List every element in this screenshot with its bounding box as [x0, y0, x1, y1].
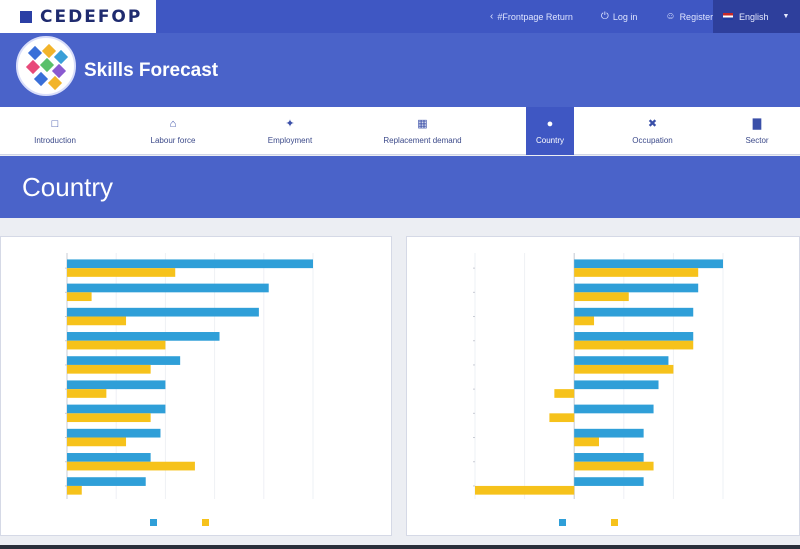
tools-icon: ✖ — [647, 118, 658, 130]
bar-series-1[interactable] — [574, 283, 699, 293]
chart-panel-right — [406, 236, 800, 536]
legend-swatch-2 — [202, 519, 209, 526]
workforce-icon: ⌂ — [169, 117, 177, 130]
bar-series-2[interactable] — [67, 485, 82, 495]
bar-series-2[interactable] — [574, 292, 629, 302]
bar-series-1[interactable] — [67, 259, 313, 269]
bar-series-1[interactable] — [574, 428, 644, 438]
cedefop-logo[interactable]: CEDEFOP — [0, 0, 156, 33]
bar-chart-left — [65, 253, 314, 526]
login-icon: ⏻ — [600, 11, 609, 22]
bar-series-2[interactable] — [67, 437, 127, 447]
bar-series-1[interactable] — [67, 283, 269, 293]
bar-series-1[interactable] — [67, 356, 181, 365]
tab-replacement-demand[interactable]: ▦ Replacement demand — [383, 118, 462, 145]
bar-chart-right — [473, 253, 724, 526]
tab-country[interactable]: ● Country — [526, 107, 574, 155]
employment-icon: ✦ — [285, 118, 295, 130]
bar-series-1[interactable] — [67, 453, 151, 462]
bar-series-2[interactable] — [549, 413, 575, 423]
legend-swatch-1 — [150, 519, 157, 526]
app-title: Skills Forecast — [84, 60, 219, 81]
top-bar: CEDEFOP ‹ #Frontpage Return ⏻ Log in ☺ R… — [0, 0, 800, 33]
bar-chart-icon: ▇ — [752, 118, 762, 130]
bar-series-1[interactable] — [67, 380, 166, 390]
bar-series-1[interactable] — [67, 307, 259, 317]
bar-series-2[interactable] — [574, 437, 599, 447]
tab-employment[interactable]: ✦ Employment — [267, 118, 313, 145]
bar-series-2[interactable] — [574, 364, 674, 374]
page-title: Country — [22, 172, 114, 202]
legend-swatch-1 — [559, 519, 566, 526]
calculator-icon: ▦ — [417, 118, 428, 130]
bar-series-2[interactable] — [574, 461, 654, 471]
language-label: English — [739, 11, 769, 22]
globe-icon: ● — [546, 117, 554, 130]
logo-square-icon — [20, 10, 32, 23]
bar-series-2[interactable] — [67, 340, 166, 350]
back-arrow-icon: ‹ — [490, 11, 494, 22]
chevron-down-icon: ▼ — [782, 13, 790, 20]
bar-series-1[interactable] — [67, 477, 146, 486]
bar-series-2[interactable] — [554, 389, 575, 398]
bar-series-1[interactable] — [574, 477, 644, 486]
bar-series-1[interactable] — [574, 380, 659, 390]
brand-band: Skills Forecast — [0, 33, 800, 107]
bar-series-2[interactable] — [67, 316, 127, 326]
legend-swatch-2 — [611, 519, 618, 526]
logo-text: CEDEFOP — [40, 6, 143, 27]
bar-series-2[interactable] — [574, 340, 694, 350]
bar-series-2[interactable] — [574, 316, 595, 326]
bottom-border — [0, 545, 800, 549]
language-selector[interactable]: English ▼ — [713, 0, 800, 33]
bar-series-1[interactable] — [574, 332, 694, 341]
user-icon: ☺ — [665, 11, 676, 22]
bar-series-1[interactable] — [574, 259, 723, 269]
bar-series-2[interactable] — [67, 461, 195, 471]
bar-series-1[interactable] — [574, 453, 644, 462]
document-icon: □ — [51, 117, 59, 130]
register-link[interactable]: ☺ Register — [665, 11, 714, 22]
bar-series-1[interactable] — [67, 428, 161, 438]
bar-series-1[interactable] — [574, 356, 669, 365]
bar-series-2[interactable] — [67, 389, 107, 398]
tab-introduction[interactable]: □ Introduction — [34, 117, 76, 145]
bar-series-2[interactable] — [67, 364, 151, 374]
bar-series-2[interactable] — [475, 485, 575, 495]
bar-series-2[interactable] — [67, 268, 176, 277]
bar-series-1[interactable] — [574, 404, 654, 414]
chart-panel-left — [0, 236, 392, 536]
bar-series-2[interactable] — [67, 292, 92, 302]
tab-occupation[interactable]: ✖ Occupation — [632, 118, 673, 145]
uk-flag-icon — [723, 13, 733, 20]
tab-labour-force[interactable]: ⌂ Labour force — [150, 117, 196, 145]
login-link[interactable]: ⏻ Log in — [600, 11, 638, 22]
bar-series-2[interactable] — [574, 268, 699, 277]
bar-series-1[interactable] — [67, 332, 220, 341]
bar-series-1[interactable] — [574, 307, 694, 317]
top-links: ‹ #Frontpage Return ⏻ Log in ☺ Register — [490, 0, 741, 33]
page-title-bar: Country — [0, 156, 800, 218]
skills-forecast-logo[interactable] — [16, 36, 76, 96]
tab-sector[interactable]: ▇ Sector — [745, 118, 769, 145]
bar-series-2[interactable] — [67, 413, 151, 423]
frontpage-return-link[interactable]: ‹ #Frontpage Return — [490, 11, 573, 22]
main-nav: □ Introduction ⌂ Labour force ✦ Employme… — [0, 107, 800, 155]
bar-series-1[interactable] — [67, 404, 166, 414]
